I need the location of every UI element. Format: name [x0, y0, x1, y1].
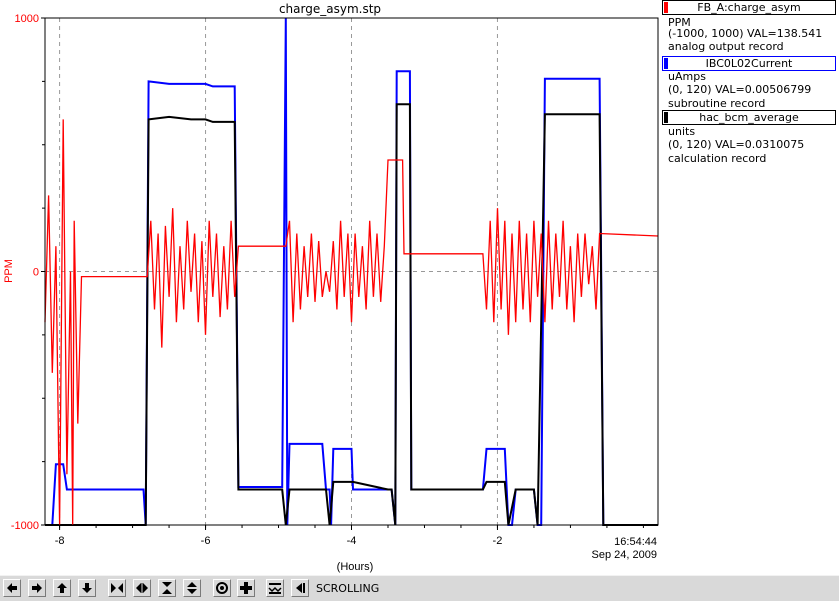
pan-left-button[interactable]	[3, 579, 21, 597]
legend-title-box[interactable]: IBC0L02Current	[662, 56, 836, 71]
zoom-out-y-icon	[187, 582, 197, 594]
x-tick-label: -2	[493, 535, 503, 547]
zoom-out-y-button[interactable]	[183, 579, 201, 597]
legend-record: calculation record	[668, 152, 767, 165]
x-axis-label: (Hours)	[337, 561, 374, 573]
legend-range: (0, 120) VAL=0.00506799	[668, 83, 812, 96]
zoom-in-y-icon	[162, 582, 172, 594]
pan-up-button[interactable]	[53, 579, 71, 597]
series-color-swatch	[664, 2, 668, 13]
series-color-swatch	[664, 112, 668, 123]
add-trace-button[interactable]	[237, 579, 255, 597]
trace-fb-a-charge-asym	[44, 119, 659, 526]
zoom-out-x-button[interactable]	[133, 579, 151, 597]
legend-record: analog output record	[668, 40, 784, 53]
end-time-label: 16:54:44	[614, 536, 657, 548]
zoom-out-x-icon	[136, 583, 148, 593]
pan-down-icon	[82, 583, 92, 593]
pan-up-icon	[57, 583, 67, 593]
y-axis: 1000 0 -1000	[11, 13, 45, 532]
toolbar: SCROLLING	[0, 575, 839, 601]
scroll-mode-icon	[296, 583, 305, 593]
pan-down-button[interactable]	[78, 579, 96, 597]
plot-title: charge_asym.stp	[278, 2, 382, 16]
reset-button[interactable]	[266, 579, 284, 597]
trace-hac-bcm-average	[45, 103, 658, 526]
legend-range: (0, 120) VAL=0.0310075	[668, 138, 805, 151]
strip-chart[interactable]: 1000 0 -1000 -8 -6 -4 -2 PPM (Hours) 16:54:44…	[0, 0, 660, 575]
y-tick-label: 0	[33, 267, 39, 279]
legend-units: PPM	[668, 16, 691, 29]
end-date-label: Sep 24, 2009	[592, 549, 657, 561]
legend-series-name: IBC0L02Current	[705, 57, 793, 70]
autoscale-button[interactable]	[213, 579, 231, 597]
pan-right-button[interactable]	[28, 579, 46, 597]
x-tick-label: -8	[55, 535, 65, 547]
y-axis-label: PPM	[3, 259, 15, 283]
legend-series-name: hac_bcm_average	[699, 111, 799, 124]
series-color-swatch	[664, 58, 668, 69]
x-tick-label: -4	[347, 535, 357, 547]
legend-units: units	[668, 125, 696, 138]
x-tick-label: -6	[201, 535, 211, 547]
zoom-in-y-button[interactable]	[158, 579, 176, 597]
autoscale-icon	[216, 582, 228, 594]
zoom-in-x-button[interactable]	[108, 579, 126, 597]
pan-right-icon	[32, 583, 42, 593]
zoom-in-x-icon	[111, 583, 123, 593]
legend-units: uAmps	[668, 70, 706, 83]
y-tick-label: 1000	[15, 13, 39, 25]
x-axis: -8 -6 -4 -2	[55, 525, 644, 547]
legend-title-box[interactable]: FB_A:charge_asym	[662, 0, 836, 15]
y-tick-label: -1000	[11, 520, 39, 532]
legend-title-box[interactable]: hac_bcm_average	[662, 110, 836, 125]
reset-icon	[268, 583, 282, 594]
scroll-mode-button[interactable]	[291, 579, 309, 597]
legend-range: (-1000, 1000) VAL=138.541	[668, 27, 823, 40]
legend-series-name: FB_A:charge_asym	[697, 1, 801, 14]
add-trace-icon	[240, 582, 252, 594]
pan-left-icon	[7, 583, 17, 593]
grid-lines	[45, 18, 658, 525]
legend-record: subroutine record	[668, 97, 766, 110]
scroll-status: SCROLLING	[316, 582, 380, 595]
